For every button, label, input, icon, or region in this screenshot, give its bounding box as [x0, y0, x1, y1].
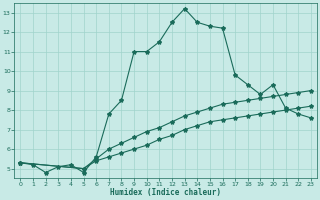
X-axis label: Humidex (Indice chaleur): Humidex (Indice chaleur): [110, 188, 221, 197]
